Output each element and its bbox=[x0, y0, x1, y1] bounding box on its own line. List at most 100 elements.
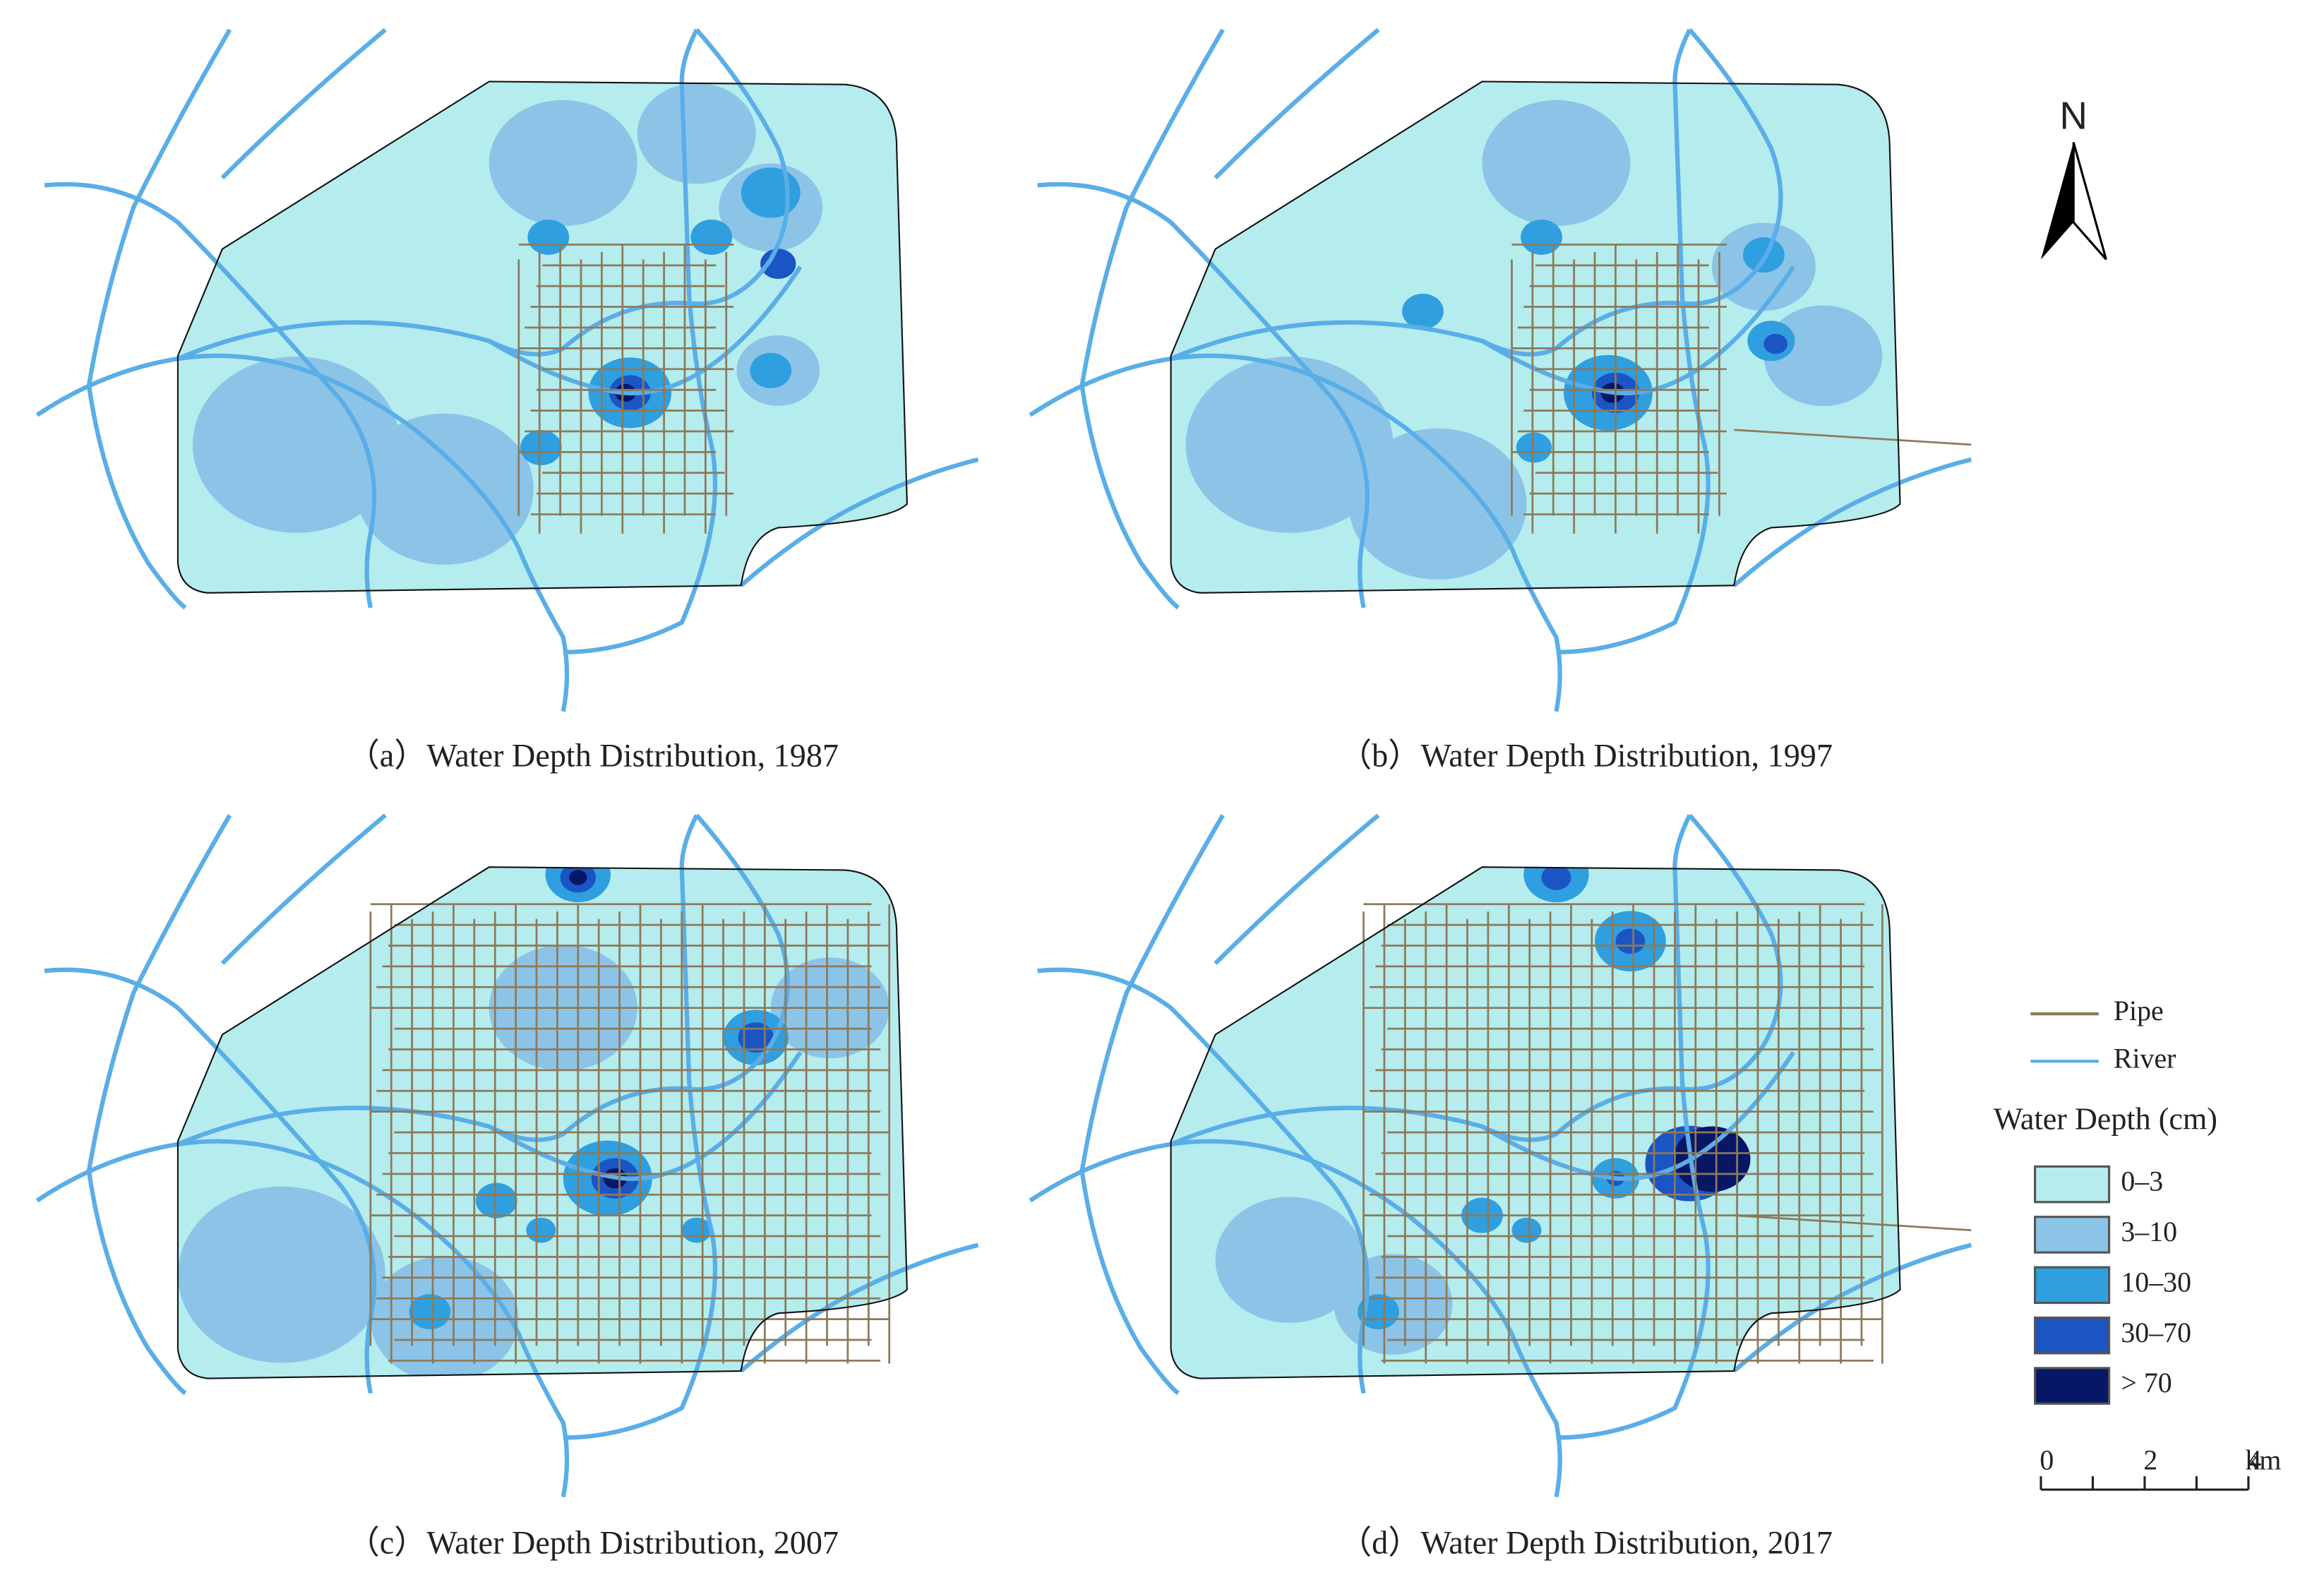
arrow-right bbox=[2072, 142, 2107, 260]
depth-patch bbox=[177, 1186, 385, 1363]
depth-patch bbox=[526, 1217, 556, 1243]
river bbox=[739, 457, 979, 587]
depth-areas bbox=[1185, 100, 1883, 580]
river bbox=[1170, 28, 1783, 361]
class-swatch bbox=[2034, 1216, 2111, 1254]
depth-patch bbox=[355, 413, 534, 565]
panel-caption: （c）Water Depth Distribution, 2007 bbox=[347, 1524, 839, 1560]
boundary bbox=[1170, 80, 1901, 594]
class-swatch bbox=[2034, 1367, 2111, 1405]
map-panel bbox=[1029, 28, 1972, 712]
river bbox=[1556, 814, 1711, 1440]
depth-patch bbox=[1516, 432, 1552, 463]
river bbox=[35, 353, 570, 712]
depth-patch bbox=[741, 167, 801, 218]
scale-bar: 0 2 4km bbox=[2040, 1444, 2281, 1491]
river bbox=[220, 28, 387, 180]
river bbox=[86, 814, 232, 1396]
legend-label: Pipe bbox=[2114, 995, 2164, 1026]
river bbox=[563, 28, 718, 654]
pipe-network bbox=[369, 903, 891, 1364]
scale-label: 2 bbox=[2143, 1444, 2157, 1475]
class-swatch bbox=[2034, 1266, 2111, 1305]
legend: Pipe River Water Depth (cm) 0–3 3–10 10–30 30–… bbox=[1994, 995, 2217, 1405]
pipe-network bbox=[1511, 244, 1972, 534]
scale-label: 4 bbox=[2247, 1444, 2261, 1475]
depth-patch bbox=[1185, 356, 1394, 533]
depth-patch bbox=[475, 1182, 517, 1218]
legend-label: 0–3 bbox=[2121, 1166, 2163, 1197]
map-panels bbox=[35, 28, 1972, 1498]
depth-patch bbox=[1521, 219, 1562, 255]
scale-unit: km bbox=[2245, 1444, 2281, 1475]
river bbox=[1732, 457, 1972, 587]
depth-patch bbox=[527, 219, 570, 255]
legend-label: 30–70 bbox=[2121, 1317, 2191, 1348]
river bbox=[44, 181, 377, 609]
map-panel bbox=[1029, 813, 1972, 1498]
depth-patch bbox=[1615, 928, 1646, 954]
pipe bbox=[1734, 429, 1972, 446]
river bbox=[1214, 28, 1380, 180]
depth-patch bbox=[489, 100, 637, 227]
depth-patch bbox=[1348, 428, 1527, 580]
depth-patch bbox=[569, 870, 587, 885]
north-arrow: N bbox=[2040, 94, 2107, 260]
depth-patch bbox=[637, 83, 756, 184]
river bbox=[563, 814, 718, 1440]
panel-caption: （d）Water Depth Distribution, 2017 bbox=[1339, 1524, 1833, 1560]
depth-patch bbox=[1511, 1217, 1542, 1243]
legend-label: River bbox=[2114, 1042, 2176, 1074]
depth-patch bbox=[690, 219, 733, 255]
boundary bbox=[1170, 866, 1901, 1379]
depth-areas bbox=[1215, 867, 1751, 1355]
depth-patch bbox=[760, 248, 796, 280]
river bbox=[739, 1242, 979, 1373]
river bbox=[176, 813, 790, 1146]
depth-patch bbox=[1482, 100, 1631, 227]
depth-patch bbox=[409, 1294, 451, 1330]
boundary bbox=[176, 866, 908, 1379]
pipe-network bbox=[1362, 903, 1972, 1364]
river bbox=[1029, 353, 1562, 712]
river bbox=[1556, 28, 1711, 654]
river bbox=[176, 28, 790, 361]
depth-areas bbox=[192, 83, 823, 565]
map-panel bbox=[35, 28, 979, 712]
depth-patch bbox=[1673, 1126, 1751, 1192]
depth-patch bbox=[1763, 333, 1787, 354]
depth-patch bbox=[1215, 1197, 1364, 1323]
river bbox=[1037, 181, 1370, 609]
legend-label: 10–30 bbox=[2121, 1266, 2191, 1298]
panel-caption: （b）Water Depth Distribution, 1997 bbox=[1339, 738, 1833, 774]
depth-patch bbox=[750, 352, 792, 388]
river bbox=[86, 28, 232, 610]
depth-patch bbox=[192, 356, 400, 533]
pipe bbox=[1734, 1214, 1972, 1231]
map-panel bbox=[35, 813, 979, 1498]
panel-caption: （a）Water Depth Distribution, 1987 bbox=[347, 738, 839, 774]
legend-label: 3–10 bbox=[2121, 1216, 2177, 1247]
depth-patch bbox=[1763, 305, 1883, 407]
boundary bbox=[176, 80, 908, 594]
arrow-left bbox=[2040, 142, 2074, 260]
depth-patch bbox=[520, 430, 562, 466]
legend-label: > 70 bbox=[2121, 1367, 2172, 1399]
north-label: N bbox=[2059, 94, 2087, 137]
pipe-network bbox=[517, 244, 734, 534]
river bbox=[1079, 814, 1225, 1396]
scale-label: 0 bbox=[2040, 1444, 2054, 1475]
class-swatch bbox=[2034, 1165, 2111, 1204]
depth-patch bbox=[681, 1217, 712, 1243]
depth-patch bbox=[1541, 867, 1571, 890]
river bbox=[1732, 1242, 1972, 1373]
class-swatch bbox=[2034, 1316, 2111, 1355]
river bbox=[1170, 813, 1783, 1146]
depth-patch bbox=[1402, 293, 1444, 329]
river bbox=[220, 813, 387, 965]
river bbox=[1214, 813, 1380, 965]
river bbox=[1079, 28, 1225, 610]
legend-title: Water Depth (cm) bbox=[1994, 1101, 2217, 1136]
